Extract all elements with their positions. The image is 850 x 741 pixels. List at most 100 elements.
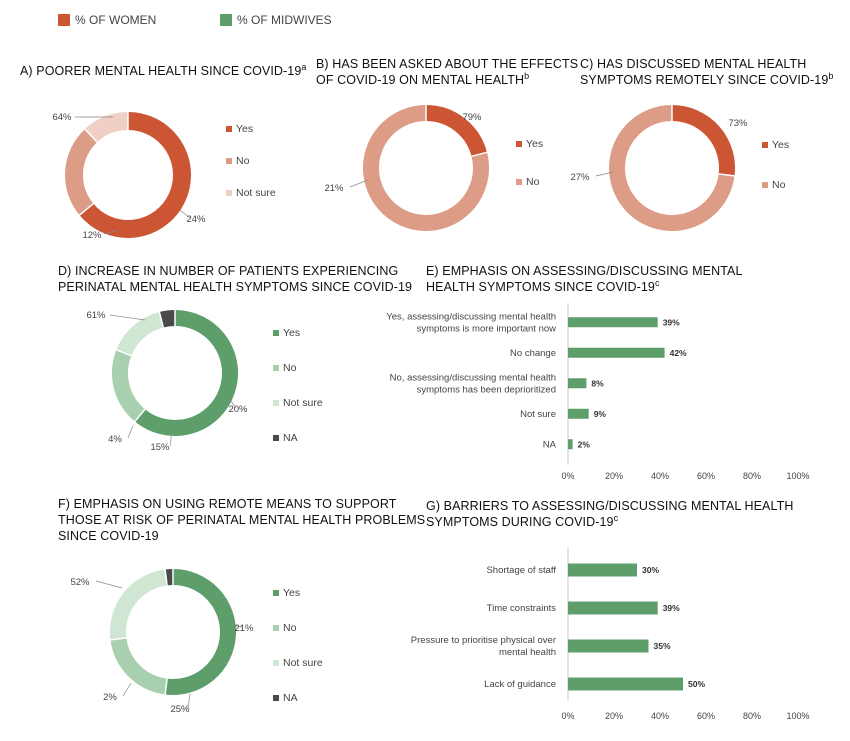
chart-title-f-line-1: THOSE AT RISK OF PERINATAL MENTAL HEALTH… <box>58 513 425 527</box>
legend-label-na: NA <box>283 692 298 704</box>
bar-4 <box>568 677 683 691</box>
slice-no <box>363 105 489 231</box>
category-label-2: Time constraints <box>487 603 557 614</box>
chart-title-a-line-0: A) POORER MENTAL HEALTH SINCE COVID-19a <box>20 62 307 78</box>
chart-title-c-line-0: C) HAS DISCUSSED MENTAL HEALTH <box>580 57 806 71</box>
chart-title-b-line-1: OF COVID-19 ON MENTAL HEALTHb <box>316 71 529 87</box>
category-label-1: Yes, assessing/discussing mental health <box>386 311 556 322</box>
bar-2 <box>568 347 665 358</box>
chart-title-g-line-0: G) BARRIERS TO ASSESSING/DISCUSSING MENT… <box>426 499 793 513</box>
legend-label-not-sure: Not sure <box>283 657 323 669</box>
legend-label-yes: Yes <box>236 123 253 135</box>
slice-na <box>159 310 176 328</box>
leader-line <box>103 229 119 235</box>
bar-5 <box>568 439 573 450</box>
data-label-yes: 61% <box>86 310 106 321</box>
data-label-no: 73% <box>728 118 748 129</box>
bar-1 <box>568 317 658 328</box>
x-tick-label-0: 0% <box>561 711 574 721</box>
category-label-3: No, assessing/discussing mental health <box>390 372 556 383</box>
slice-no <box>65 129 98 216</box>
slice-yes <box>79 112 191 238</box>
bar-3 <box>568 639 649 653</box>
bar-2 <box>568 601 658 615</box>
leader-line <box>187 693 191 709</box>
slice-separator <box>164 569 168 586</box>
legend-swatch-no <box>762 182 768 188</box>
slice-no <box>112 349 146 422</box>
category-label-4: Not sure <box>520 409 556 420</box>
slice-yes <box>134 310 238 436</box>
leader-line <box>179 209 191 219</box>
x-tick-label-60: 60% <box>697 711 715 721</box>
slice-no <box>609 105 735 231</box>
leader-line <box>109 314 146 321</box>
data-label-na: 2% <box>103 692 117 703</box>
slice-separator <box>110 637 127 641</box>
legend-label-no: No <box>283 622 297 634</box>
leader-line <box>595 171 614 177</box>
bar-value-label-4: 9% <box>594 409 607 419</box>
legend-swatch-na <box>273 435 279 441</box>
x-tick-label-100: 100% <box>786 711 809 721</box>
chart-title-c-line-1: SYMPTOMS REMOTELY SINCE COVID-19b <box>580 71 834 87</box>
slice-separator <box>84 128 98 143</box>
legend-swatch-yes <box>762 142 768 148</box>
category-label-3: Pressure to prioritise physical over <box>411 635 556 646</box>
leader-line <box>127 425 134 439</box>
data-label-no: 24% <box>186 214 206 225</box>
data-label-na: 4% <box>108 434 122 445</box>
slice-separator <box>158 311 165 328</box>
slice-yes <box>165 569 236 695</box>
legend-swatch-na <box>273 695 279 701</box>
women-legend-swatch <box>58 14 70 26</box>
leader-line <box>122 682 132 697</box>
x-tick-label-20: 20% <box>605 471 623 481</box>
legend-swatch-yes <box>273 590 279 596</box>
chart-title-superscript: c <box>614 513 619 523</box>
legend-swatch-yes <box>226 126 232 132</box>
category-label-1: Shortage of staff <box>486 565 556 576</box>
chart-title-superscript: c <box>655 278 660 288</box>
slice-separator <box>164 678 168 695</box>
legend-label-no: No <box>772 179 786 191</box>
leader-line <box>229 399 237 409</box>
legend-swatch-yes <box>273 330 279 336</box>
bar-3 <box>568 378 587 389</box>
data-label-yes: 27% <box>570 172 590 183</box>
bar-value-label-5: 2% <box>578 439 591 449</box>
chart-title-d-line-0: D) INCREASE IN NUMBER OF PATIENTS EXPERI… <box>58 264 398 278</box>
data-label-not-sure: 15% <box>150 442 170 453</box>
legend-swatch-no <box>516 179 522 185</box>
slice-separator <box>471 151 488 158</box>
legend-label-not-sure: Not sure <box>236 187 276 199</box>
slice-not-sure <box>84 112 129 143</box>
chart-title-b-line-0: B) HAS BEEN ASKED ABOUT THE EFFECTS <box>316 57 578 71</box>
slice-no <box>110 637 168 695</box>
donut-chart-a: A) POORER MENTAL HEALTH SINCE COVID-19a 6… <box>20 62 307 241</box>
chart-title-superscript: b <box>828 71 833 81</box>
data-label-not-sure: 12% <box>82 230 102 241</box>
legend-label-no: No <box>283 362 297 374</box>
bar-value-label-4: 50% <box>688 679 705 689</box>
slice-separator <box>116 349 132 357</box>
legend-swatch-no <box>273 625 279 631</box>
bar-1 <box>568 563 637 577</box>
donut-chart-d: D) INCREASE IN NUMBER OF PATIENTS EXPERI… <box>58 264 412 453</box>
chart-title-g-line-1: SYMPTOMS DURING COVID-19c <box>426 513 619 529</box>
slice-separator <box>78 203 94 216</box>
leader-line <box>235 625 243 628</box>
legend-label-no: No <box>526 176 540 188</box>
midwives-legend-swatch <box>220 14 232 26</box>
legend-swatch-no <box>273 365 279 371</box>
x-tick-label-40: 40% <box>651 711 669 721</box>
legend-label-yes: Yes <box>283 327 300 339</box>
leader-line <box>349 179 369 188</box>
midwives-legend-label: % OF MIDWIVES <box>237 13 332 27</box>
category-label-4: Lack of guidance <box>484 679 556 690</box>
chart-title-f-line-2: SINCE COVID-19 <box>58 529 159 543</box>
category-label-3: symptoms has been deprioritized <box>417 384 556 395</box>
slice-separator <box>134 408 146 423</box>
bar-chart-g: G) BARRIERS TO ASSESSING/DISCUSSING MENT… <box>411 499 810 721</box>
chart-title-e-line-0: E) EMPHASIS ON ASSESSING/DISCUSSING MENT… <box>426 264 743 278</box>
